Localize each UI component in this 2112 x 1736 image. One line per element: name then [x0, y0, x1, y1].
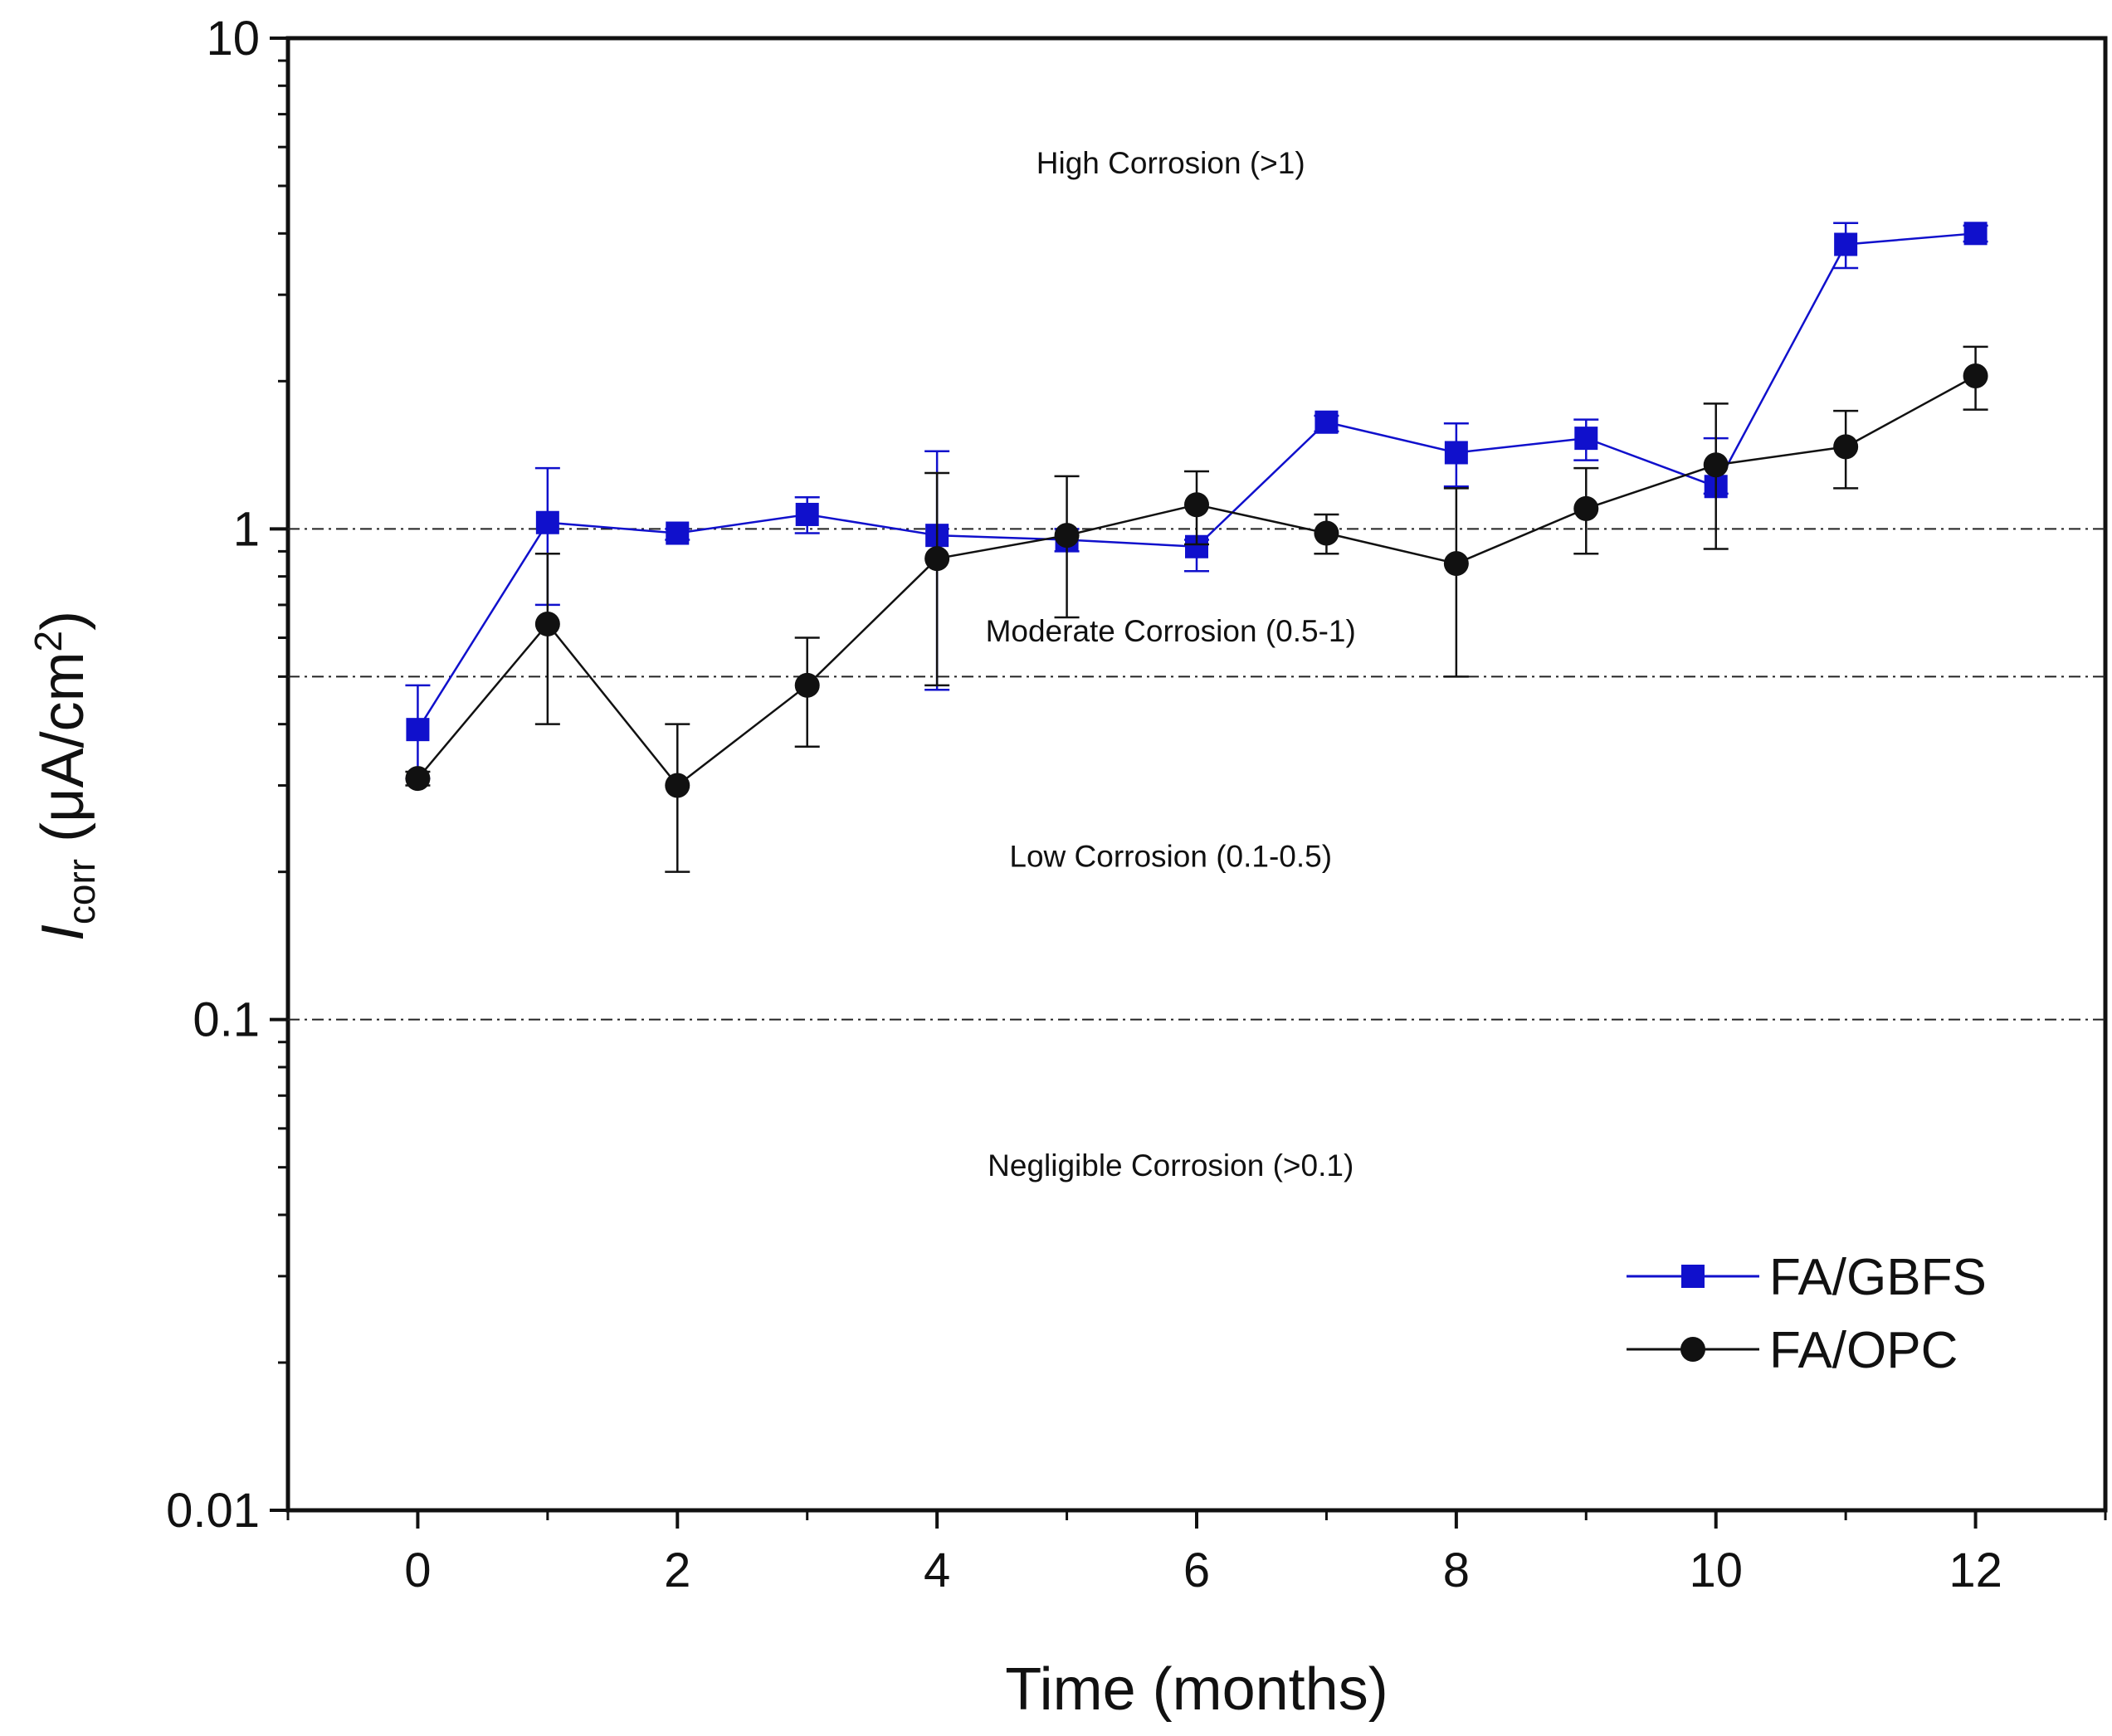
- data-point: [795, 502, 819, 526]
- data-point: [1834, 232, 1858, 256]
- data-point: [1184, 492, 1209, 518]
- y-tick-label: 0.1: [193, 993, 260, 1047]
- y-tick-label: 1: [233, 502, 260, 556]
- data-point: [1314, 520, 1339, 546]
- y-axis-title-unit-close: ): [30, 611, 96, 631]
- x-tick-label: 6: [1183, 1543, 1210, 1597]
- data-point: [1443, 551, 1469, 577]
- x-tick-label: 4: [924, 1543, 950, 1597]
- y-axis-title-superscript: 2: [27, 631, 70, 652]
- data-point: [1963, 363, 1988, 388]
- region-label-2: Low Corrosion (0.1-0.5): [1009, 839, 1332, 873]
- data-point: [924, 546, 950, 572]
- region-labels: High Corrosion (>1) Moderate Corrosion (0…: [986, 146, 1356, 1183]
- legend-marker-fa-opc: [1680, 1337, 1705, 1362]
- data-point: [1444, 441, 1468, 465]
- region-label-0: High Corrosion (>1): [1036, 146, 1305, 180]
- data-point: [1315, 410, 1339, 434]
- data-point: [1703, 452, 1729, 478]
- data-point: [666, 521, 690, 545]
- legend: FA/GBFS FA/OPC: [1627, 1249, 1987, 1379]
- series-fa-opc: [405, 345, 1988, 873]
- y-axis-title-unit: (μA/cm: [30, 651, 96, 858]
- data-point: [406, 718, 430, 742]
- legend-marker-fa-gbfs: [1681, 1265, 1705, 1288]
- data-point: [1833, 434, 1859, 460]
- x-tick-label: 12: [1949, 1543, 2002, 1597]
- y-axis-ticks: 0.01 0.1 1 10: [166, 12, 288, 1538]
- threshold-lines: [288, 528, 2105, 1021]
- data-point: [534, 611, 560, 636]
- x-tick-label: 8: [1443, 1543, 1470, 1597]
- y-axis-title: Icorr (μA/cm2): [27, 611, 103, 941]
- x-tick-label: 2: [664, 1543, 690, 1597]
- data-point: [1573, 495, 1599, 521]
- y-tick-label: 10: [206, 12, 260, 66]
- y-tick-label: 0.01: [166, 1484, 260, 1538]
- region-label-3: Negligible Corrosion (>0.1): [988, 1148, 1354, 1183]
- data-point: [1574, 427, 1598, 451]
- series-fa-gbfs: [405, 222, 1988, 780]
- y-axis-title-subscript: corr: [60, 859, 103, 924]
- data-point: [535, 510, 559, 534]
- data-point: [665, 773, 690, 798]
- legend-label-fa-opc: FA/OPC: [1769, 1322, 1958, 1379]
- data-point: [1054, 523, 1080, 549]
- data-point: [1963, 222, 1988, 246]
- x-axis-ticks: 0 2 4 6 8 10 12: [286, 1510, 2107, 1597]
- legend-label-fa-gbfs: FA/GBFS: [1769, 1249, 1987, 1306]
- data-point: [794, 672, 820, 698]
- y-axis-title-symbol: I: [30, 924, 96, 941]
- data-series: [405, 222, 1988, 873]
- x-tick-label: 10: [1689, 1543, 1743, 1597]
- region-label-1: Moderate Corrosion (0.5-1): [986, 614, 1356, 648]
- data-point: [405, 766, 431, 792]
- x-tick-label: 0: [404, 1543, 431, 1597]
- x-axis-title: Time (months): [1005, 1656, 1388, 1723]
